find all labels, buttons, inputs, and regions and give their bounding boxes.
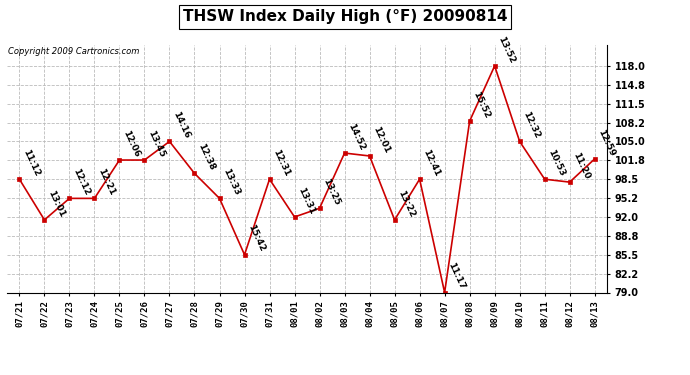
Text: 12:32: 12:32 — [521, 110, 541, 140]
Text: 13:22: 13:22 — [396, 189, 416, 219]
Text: 10:53: 10:53 — [546, 148, 566, 178]
Text: 12:31: 12:31 — [271, 148, 291, 178]
Text: 12:38: 12:38 — [196, 142, 216, 172]
Text: THSW Index Daily High (°F) 20090814: THSW Index Daily High (°F) 20090814 — [183, 9, 507, 24]
Text: 11:12: 11:12 — [21, 148, 41, 178]
Text: 14:52: 14:52 — [346, 122, 366, 152]
Text: 13:33: 13:33 — [221, 167, 241, 197]
Text: 15:52: 15:52 — [471, 90, 491, 120]
Text: 13:52: 13:52 — [496, 35, 516, 64]
Text: 12:41: 12:41 — [421, 148, 442, 178]
Text: 13:25: 13:25 — [321, 177, 341, 207]
Text: 12:06: 12:06 — [121, 129, 141, 159]
Text: 11:17: 11:17 — [446, 261, 466, 291]
Text: 14:16: 14:16 — [171, 110, 191, 140]
Text: 12:12: 12:12 — [71, 167, 91, 197]
Text: 13:45: 13:45 — [146, 129, 166, 159]
Text: 13:31: 13:31 — [296, 186, 316, 216]
Text: 12:01: 12:01 — [371, 125, 391, 154]
Text: 12:59: 12:59 — [596, 128, 616, 158]
Text: 11:20: 11:20 — [571, 151, 591, 181]
Text: 12:21: 12:21 — [96, 167, 116, 197]
Text: 15:42: 15:42 — [246, 224, 266, 254]
Text: Copyright 2009 Cartronics.com: Copyright 2009 Cartronics.com — [8, 48, 139, 57]
Text: 13:01: 13:01 — [46, 189, 66, 219]
